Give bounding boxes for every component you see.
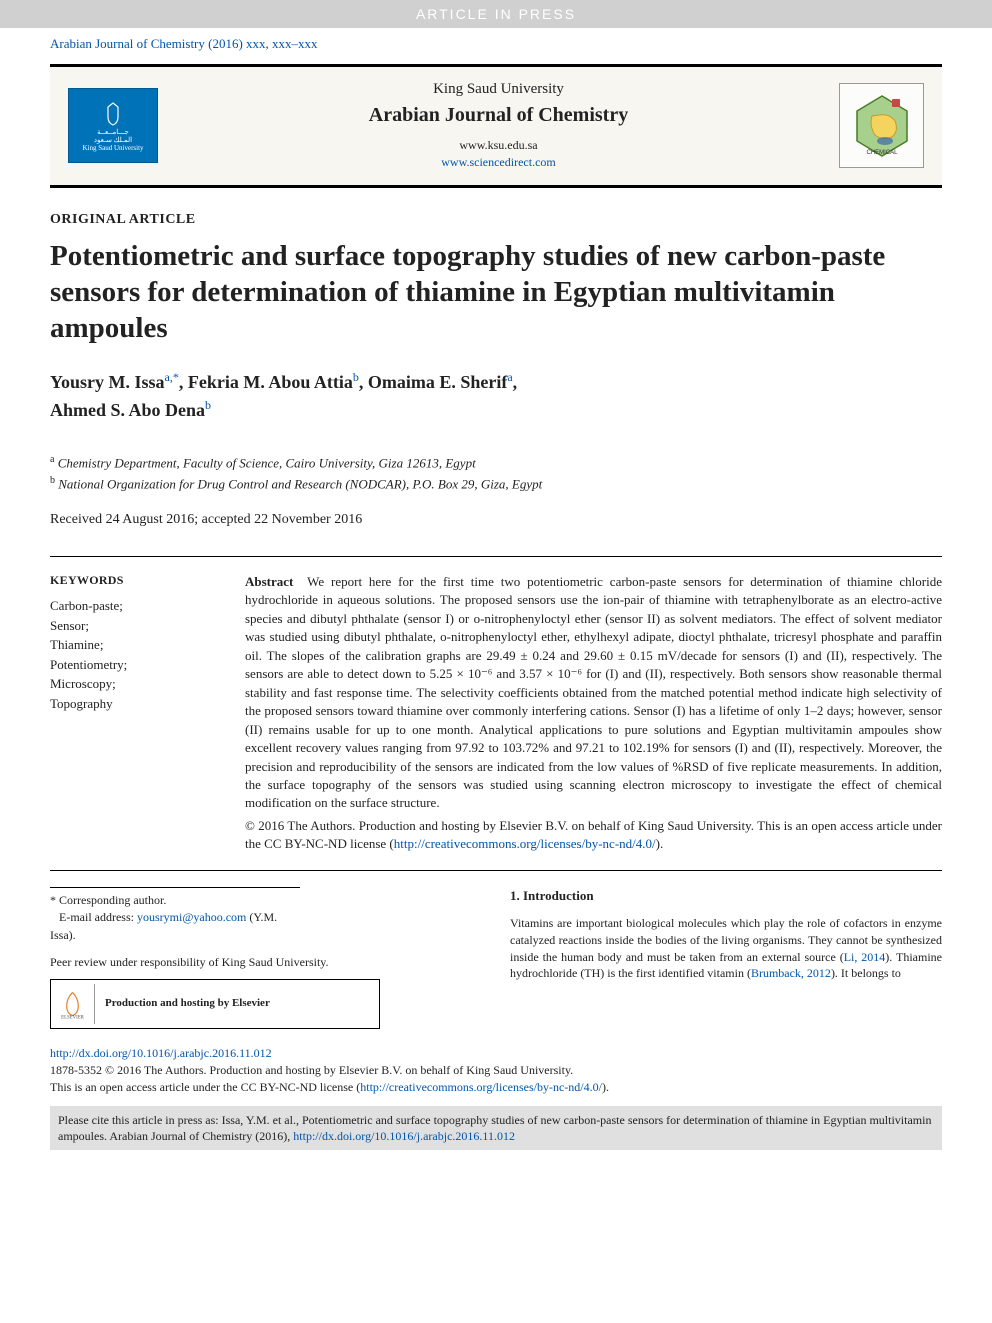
url-sciencedirect[interactable]: www.sciencedirect.com xyxy=(178,154,819,171)
journal-header: جـــامــعــة المـلك سـعود King Saud Univ… xyxy=(50,64,942,188)
ksu-logo-en: King Saud University xyxy=(82,145,143,153)
abstract-label: Abstract xyxy=(245,574,293,589)
authors-block: Yousry M. Issaa,*, Fekria M. Abou Attiab… xyxy=(50,368,942,424)
citation-top: Arabian Journal of Chemistry (2016) xxx,… xyxy=(50,28,942,64)
oa-license-link[interactable]: http://creativecommons.org/licenses/by-n… xyxy=(360,1080,602,1094)
abstract-copyright: © 2016 The Authors. Production and hosti… xyxy=(245,817,942,854)
author-1: Yousry M. Issaa,* xyxy=(50,372,179,392)
university-name: King Saud University xyxy=(178,81,819,98)
divider-bottom xyxy=(50,870,942,871)
email-link[interactable]: yousrymi@yahoo.com xyxy=(137,910,246,924)
hosting-text: Production and hosting by Elsevier xyxy=(105,996,270,1012)
oa-line: This is an open access article under the… xyxy=(50,1079,942,1096)
chemical-society-logo: CHEMICAL xyxy=(839,83,924,168)
ksu-logo: جـــامــعــة المـلك سـعود King Saud Univ… xyxy=(68,88,158,163)
abstract-column: Abstract We report here for the first ti… xyxy=(245,573,942,854)
svg-text:ELSEVIER: ELSEVIER xyxy=(61,1016,85,1021)
svg-text:CHEMICAL: CHEMICAL xyxy=(866,150,898,156)
introduction-body: Vitamins are important biological molecu… xyxy=(510,915,942,982)
url-ksu: www.ksu.edu.sa xyxy=(178,137,819,154)
header-center: King Saud University Arabian Journal of … xyxy=(178,81,819,171)
article-dates: Received 24 August 2016; accepted 22 Nov… xyxy=(50,512,942,528)
doi-link[interactable]: http://dx.doi.org/10.1016/j.arabjc.2016.… xyxy=(50,1045,942,1062)
introduction-heading: 1. Introduction xyxy=(510,887,942,905)
article-type: ORIGINAL ARTICLE xyxy=(50,212,942,228)
corresponding-author: * Corresponding author. E-mail address: … xyxy=(50,887,300,944)
keywords-heading: KEYWORDS xyxy=(50,573,215,588)
keywords-list: Carbon-paste; Sensor; Thiamine; Potentio… xyxy=(50,596,215,713)
ref-brumback-2012[interactable]: Brumback, 2012 xyxy=(751,966,831,980)
doi-block: http://dx.doi.org/10.1016/j.arabjc.2016.… xyxy=(50,1045,942,1095)
issn-line: 1878-5352 © 2016 The Authors. Production… xyxy=(50,1062,942,1079)
license-link[interactable]: http://creativecommons.org/licenses/by-n… xyxy=(394,836,656,851)
citebox-doi-link[interactable]: http://dx.doi.org/10.1016/j.arabjc.2016.… xyxy=(293,1129,515,1143)
abstract-body: We report here for the first time two po… xyxy=(245,574,942,810)
article-in-press-banner: ARTICLE IN PRESS xyxy=(0,0,992,28)
affiliations: a Chemistry Department, Faculty of Scien… xyxy=(50,452,942,494)
keywords-column: KEYWORDS Carbon-paste; Sensor; Thiamine;… xyxy=(50,573,215,854)
author-4: Ahmed S. Abo Denab xyxy=(50,400,211,420)
journal-title: Arabian Journal of Chemistry xyxy=(178,104,819,127)
citation-box: Please cite this article in press as: Is… xyxy=(50,1106,942,1150)
author-2: Fekria M. Abou Attiab xyxy=(188,372,359,392)
hosting-box: ELSEVIER Production and hosting by Elsev… xyxy=(50,979,380,1029)
divider-top xyxy=(50,556,942,557)
author-3: Omaima E. Sherifa xyxy=(368,372,513,392)
footer-right: 1. Introduction Vitamins are important b… xyxy=(510,887,942,1030)
elsevier-logo: ELSEVIER xyxy=(59,984,95,1024)
affiliation-a: a Chemistry Department, Faculty of Scien… xyxy=(50,452,942,473)
peer-review-note: Peer review under responsibility of King… xyxy=(50,954,480,971)
affiliation-b: b National Organization for Drug Control… xyxy=(50,473,942,494)
ref-li-2014[interactable]: Li, 2014 xyxy=(844,950,886,964)
article-title: Potentiometric and surface topography st… xyxy=(50,238,942,347)
footer-left: * Corresponding author. E-mail address: … xyxy=(50,887,480,1030)
